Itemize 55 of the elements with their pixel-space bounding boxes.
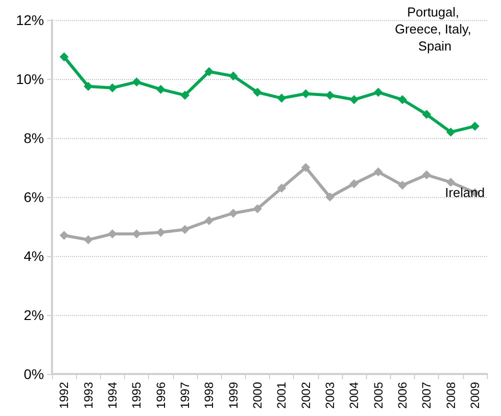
point bbox=[277, 184, 286, 193]
y-tick-label: 0% bbox=[24, 366, 44, 382]
x-tick-label: 2002 bbox=[298, 382, 313, 409]
point bbox=[374, 88, 383, 97]
y-tick-label: 4% bbox=[24, 248, 44, 264]
y-tick-label: 10% bbox=[16, 71, 44, 87]
point bbox=[301, 163, 310, 172]
y-tick-label: 2% bbox=[24, 307, 44, 323]
point bbox=[422, 170, 432, 180]
series-label: Ireland bbox=[445, 185, 485, 200]
point bbox=[132, 77, 142, 86]
y-tick-label: 12% bbox=[16, 12, 44, 28]
point bbox=[422, 110, 432, 119]
point bbox=[252, 204, 262, 214]
x-tick-label: 2004 bbox=[347, 382, 362, 409]
x-tick-label: 1997 bbox=[178, 382, 192, 409]
x-tick-label: 2003 bbox=[322, 382, 337, 409]
point bbox=[398, 95, 407, 104]
point bbox=[470, 122, 480, 131]
point bbox=[156, 84, 166, 94]
point bbox=[325, 192, 334, 202]
point bbox=[398, 180, 407, 190]
point bbox=[350, 95, 359, 104]
point bbox=[446, 128, 456, 137]
point bbox=[204, 216, 214, 226]
x-tick-label: 1999 bbox=[226, 382, 240, 409]
point bbox=[228, 72, 238, 81]
point bbox=[350, 179, 359, 188]
x-tick-label: 1992 bbox=[57, 382, 72, 409]
point bbox=[60, 230, 69, 240]
point bbox=[228, 208, 238, 218]
text: Portugal, Greece, Italy, Spain bbox=[394, 4, 475, 54]
x-tick-label: 2006 bbox=[395, 382, 410, 409]
x-tick-label: 1993 bbox=[81, 382, 96, 409]
x-tick-label: 2001 bbox=[274, 382, 289, 409]
x-tick-label: 2009 bbox=[468, 382, 482, 409]
point bbox=[374, 167, 383, 176]
point bbox=[84, 235, 93, 244]
x-tick-label: 2005 bbox=[371, 382, 386, 409]
x-tick-label: 1994 bbox=[105, 382, 120, 409]
point bbox=[277, 94, 286, 103]
x-tick-label: 2008 bbox=[444, 382, 458, 409]
point bbox=[84, 82, 93, 91]
x-tick-label: 1995 bbox=[130, 382, 144, 409]
point bbox=[204, 67, 214, 76]
point bbox=[180, 90, 190, 100]
x-tick-label: 2000 bbox=[250, 382, 264, 409]
point bbox=[252, 88, 262, 97]
x-tick-label: 1998 bbox=[202, 382, 216, 409]
x-tick-label: 1996 bbox=[154, 382, 168, 409]
y-tick-label: 8% bbox=[24, 130, 44, 146]
point bbox=[446, 178, 456, 187]
y-tick-label: 6% bbox=[24, 189, 44, 205]
x-tick-label: 2007 bbox=[420, 382, 434, 409]
point bbox=[60, 52, 69, 62]
